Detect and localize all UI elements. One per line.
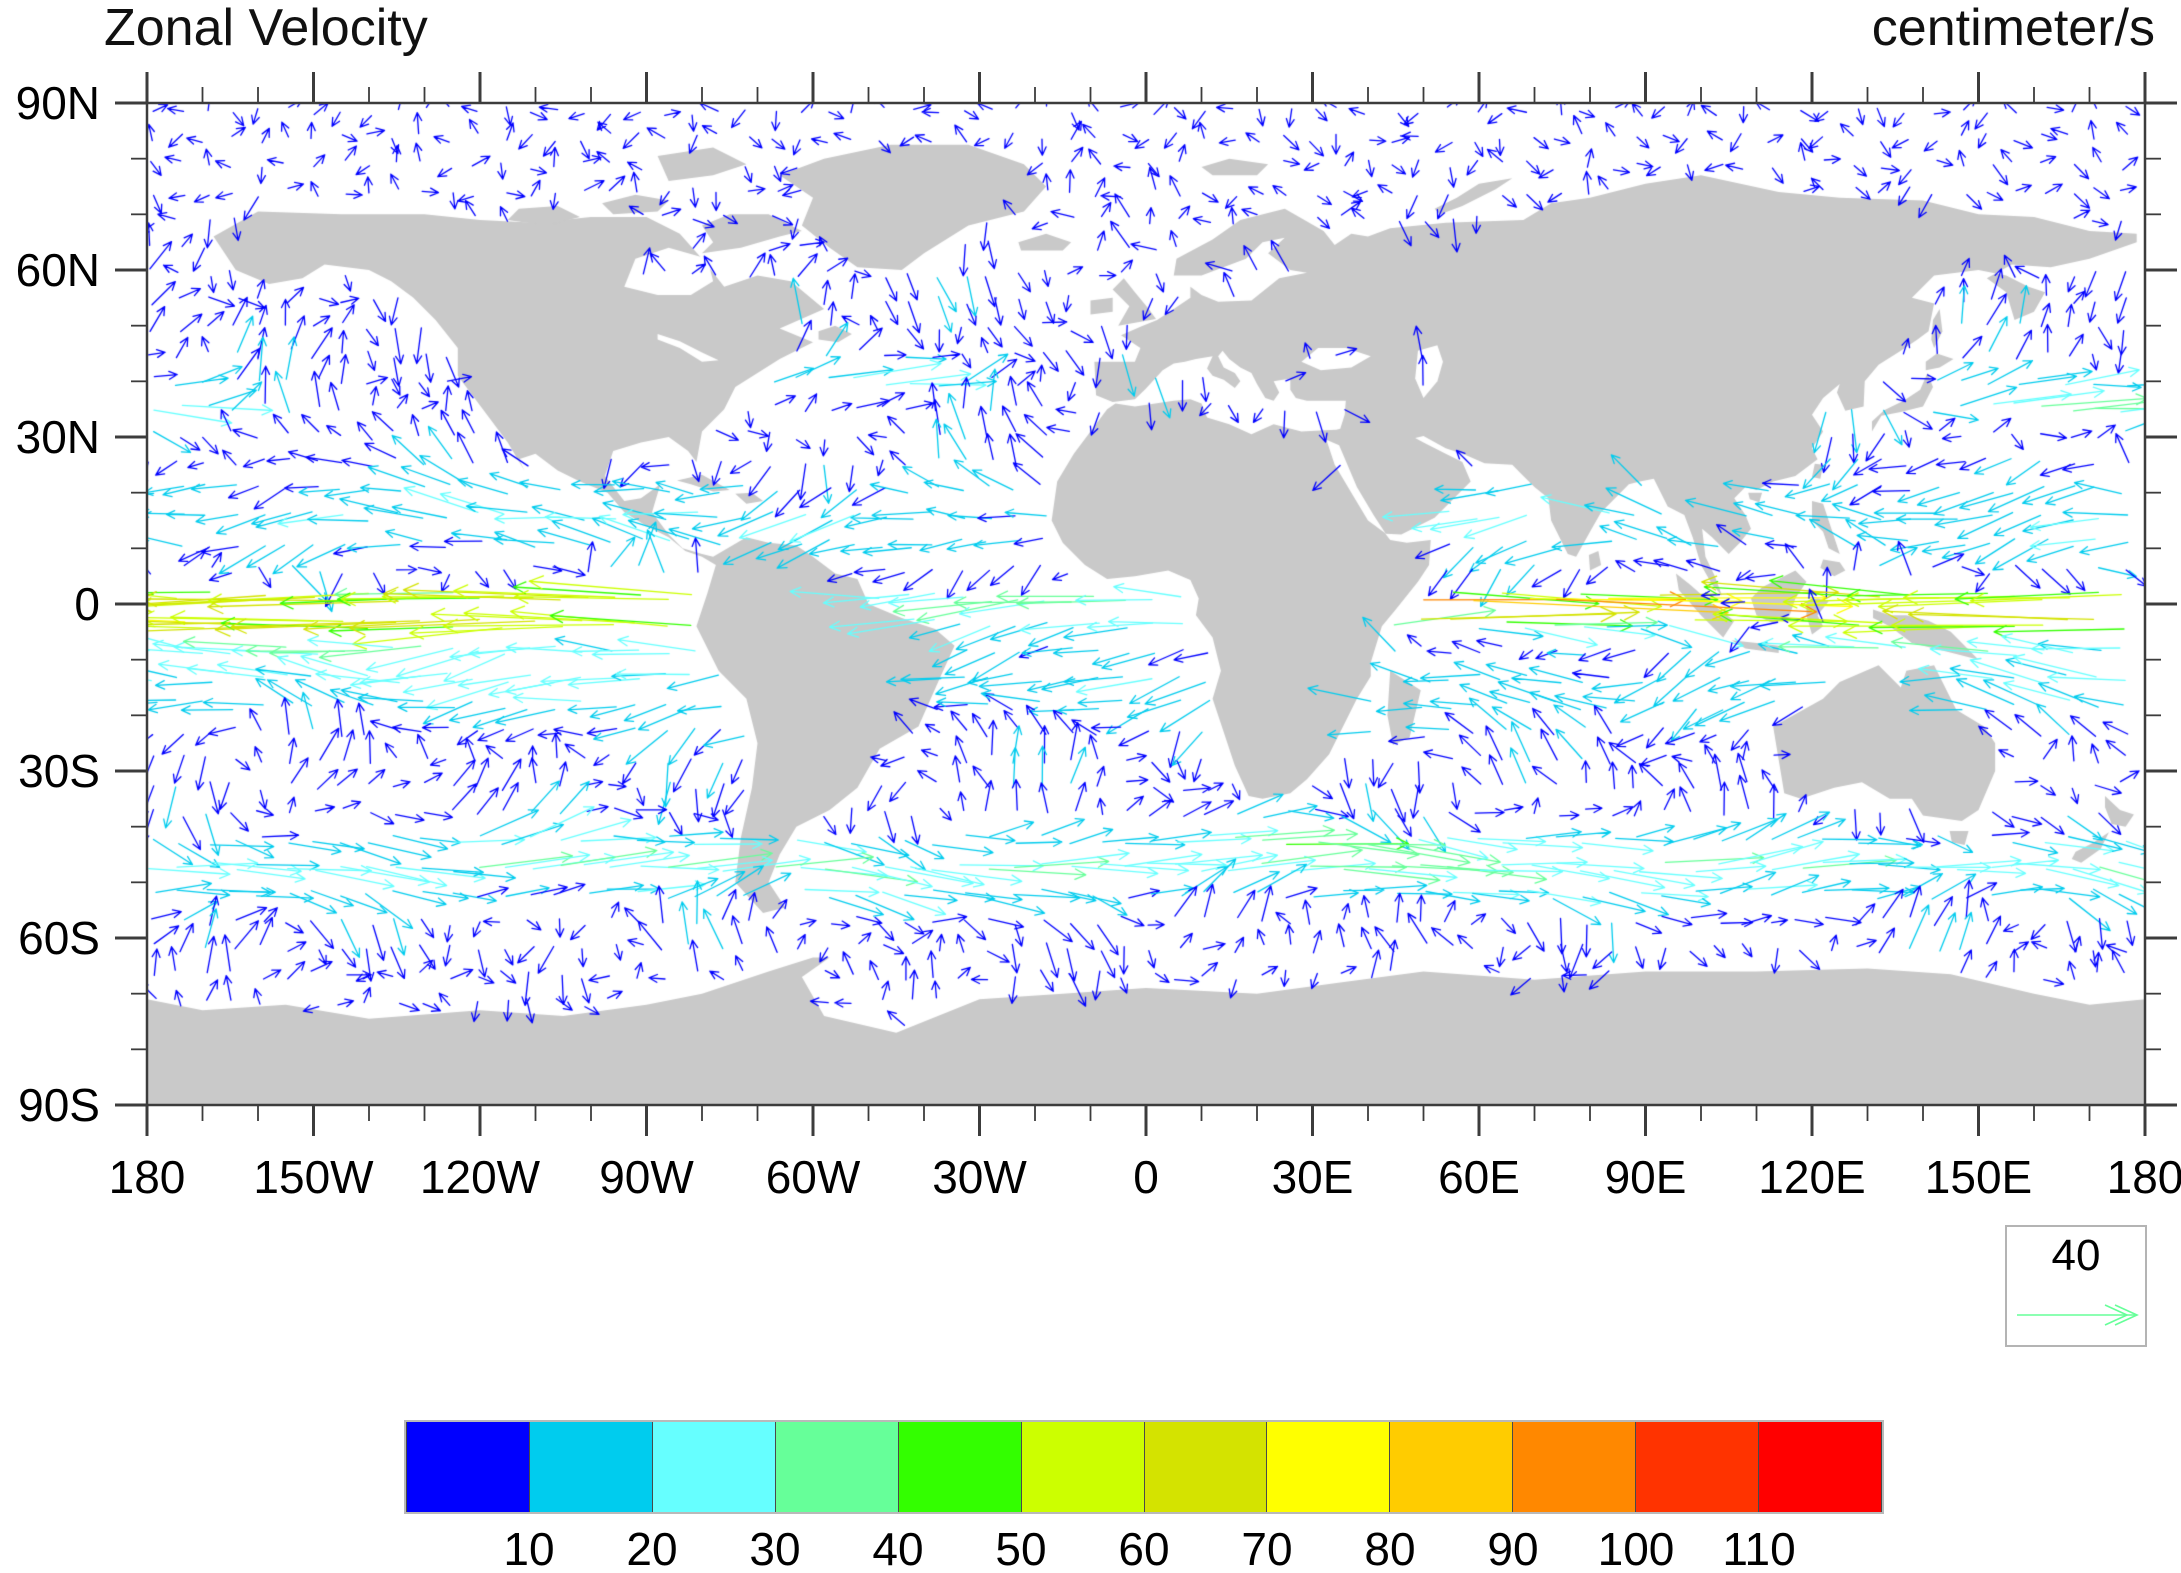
colorbar-cell-6 bbox=[1144, 1422, 1268, 1512]
lon-tick-label-7-30E: 30E bbox=[1271, 1151, 1354, 1203]
colorbar-cell-7 bbox=[1267, 1422, 1391, 1512]
colorbar bbox=[404, 1420, 1884, 1514]
lon-tick-label-0-180: 180 bbox=[108, 1151, 186, 1203]
colorbar-label-50: 50 bbox=[995, 1523, 1047, 1573]
lat-tick-label-0: 0 bbox=[74, 578, 100, 630]
lat-tick-label-90S: 90S bbox=[18, 1079, 100, 1131]
colorbar-cell-0 bbox=[406, 1422, 530, 1512]
colorbar-cell-2 bbox=[652, 1422, 776, 1512]
lat-tick-label-90N: 90N bbox=[15, 77, 100, 129]
plot-title: Zonal Velocity bbox=[104, 0, 428, 57]
lon-tick-label-9-90E: 90E bbox=[1604, 1151, 1687, 1203]
reference-vector-box: 40 bbox=[2005, 1225, 2147, 1347]
lon-tick-label-3-90W: 90W bbox=[599, 1151, 694, 1203]
lat-tick-label-60N: 60N bbox=[15, 244, 100, 296]
lon-tick-label-8-60E: 60E bbox=[1438, 1151, 1520, 1203]
lat-tick-label-30S: 30S bbox=[18, 745, 100, 797]
lon-tick-label-12-180: 180 bbox=[2106, 1151, 2181, 1203]
colorbar-label-20: 20 bbox=[626, 1523, 678, 1573]
lat-tick-label-60S: 60S bbox=[18, 912, 100, 964]
lon-tick-label-10-120E: 120E bbox=[1758, 1151, 1866, 1203]
colorbar-cell-11 bbox=[1759, 1422, 1883, 1512]
lon-tick-label-11-150E: 150E bbox=[1924, 1151, 2033, 1203]
units-label: centimeter/s bbox=[1871, 0, 2155, 57]
colorbar-cell-1 bbox=[529, 1422, 653, 1512]
colorbar-cell-9 bbox=[1513, 1422, 1637, 1512]
colorbar-label-30: 30 bbox=[749, 1523, 801, 1573]
colorbar-label-80: 80 bbox=[1364, 1523, 1416, 1573]
colorbar-label-90: 90 bbox=[1487, 1523, 1539, 1573]
colorbar-label-10: 10 bbox=[503, 1523, 555, 1573]
colorbar-label-40: 40 bbox=[872, 1523, 924, 1573]
colorbar-label-100: 100 bbox=[1597, 1523, 1675, 1573]
colorbar-cell-8 bbox=[1390, 1422, 1514, 1512]
colorbar-label-70: 70 bbox=[1241, 1523, 1293, 1573]
lon-tick-label-6-0: 0 bbox=[1133, 1151, 1159, 1203]
colorbar-cell-5 bbox=[1021, 1422, 1145, 1512]
lat-tick-label-30N: 30N bbox=[15, 411, 100, 463]
reference-vector-value: 40 bbox=[2051, 1231, 2101, 1280]
lon-tick-label-1-150W: 150W bbox=[253, 1151, 374, 1203]
colorbar-label-60: 60 bbox=[1118, 1523, 1170, 1573]
colorbar-label-110: 110 bbox=[1722, 1523, 1796, 1573]
lon-tick-label-2-120W: 120W bbox=[419, 1151, 541, 1203]
lon-tick-label-5-30W: 30W bbox=[932, 1151, 1027, 1203]
vector-field-canvas bbox=[147, 103, 2145, 1105]
colorbar-cell-10 bbox=[1636, 1422, 1760, 1512]
lon-tick-label-4-60W: 60W bbox=[765, 1151, 861, 1203]
map-plot-area bbox=[147, 103, 2145, 1105]
colorbar-cell-4 bbox=[898, 1422, 1022, 1512]
reference-vector-arrow bbox=[2017, 1304, 2139, 1326]
colorbar-cell-3 bbox=[775, 1422, 899, 1512]
